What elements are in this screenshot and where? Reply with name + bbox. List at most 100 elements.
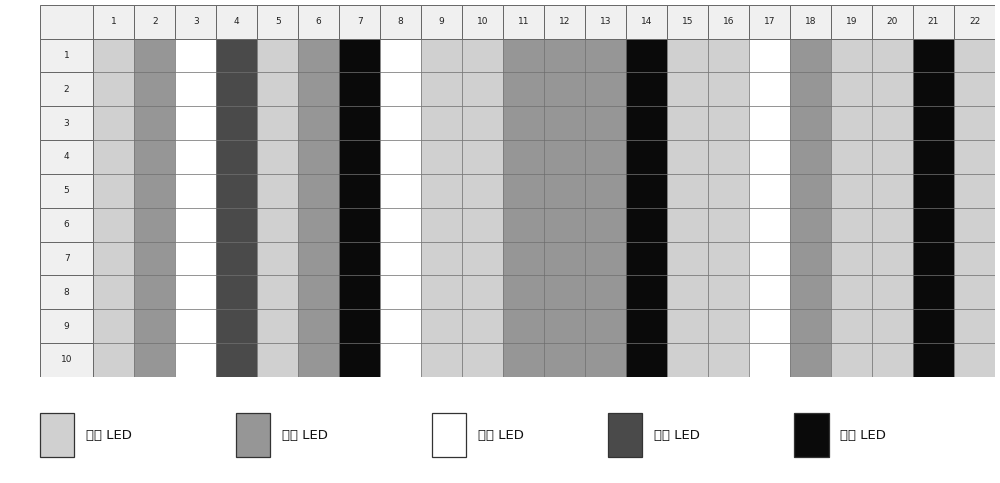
Text: 20: 20	[887, 17, 898, 26]
Text: 22: 22	[969, 17, 980, 26]
Bar	[134, 275, 175, 309]
Bar	[708, 174, 749, 208]
Text: 4: 4	[234, 17, 240, 26]
Bar	[667, 309, 708, 343]
Bar	[954, 140, 995, 174]
Bar	[503, 242, 544, 275]
Bar	[954, 39, 995, 72]
Bar	[503, 343, 544, 377]
Bar	[380, 309, 421, 343]
Bar	[626, 140, 667, 174]
Bar	[626, 39, 667, 72]
Bar	[462, 106, 503, 140]
Bar	[503, 208, 544, 242]
Bar	[667, 140, 708, 174]
Bar	[913, 5, 954, 39]
Bar	[339, 343, 380, 377]
Bar	[626, 174, 667, 208]
Bar	[462, 140, 503, 174]
Bar	[831, 5, 872, 39]
Bar	[257, 39, 298, 72]
Bar	[339, 242, 380, 275]
Bar	[667, 242, 708, 275]
Bar	[749, 72, 790, 106]
Bar	[175, 106, 216, 140]
Bar	[339, 208, 380, 242]
Text: 12: 12	[559, 17, 570, 26]
Bar	[913, 343, 954, 377]
Text: 黄色 LED: 黄色 LED	[840, 429, 886, 441]
Bar	[503, 5, 544, 39]
Bar	[585, 208, 626, 242]
Text: 10: 10	[477, 17, 488, 26]
Bar	[503, 72, 544, 106]
Bar	[40, 174, 93, 208]
Bar	[216, 174, 257, 208]
Bar	[175, 72, 216, 106]
Bar	[462, 242, 503, 275]
Bar	[175, 242, 216, 275]
Bar	[913, 208, 954, 242]
Text: 9: 9	[439, 17, 445, 26]
Bar	[462, 309, 503, 343]
Bar	[872, 242, 913, 275]
Bar	[421, 275, 462, 309]
Bar	[913, 309, 954, 343]
Bar	[257, 208, 298, 242]
Bar	[790, 39, 831, 72]
Bar	[380, 242, 421, 275]
Text: 5: 5	[275, 17, 281, 26]
Bar	[954, 343, 995, 377]
Bar	[380, 72, 421, 106]
Text: 13: 13	[600, 17, 611, 26]
Text: 8: 8	[398, 17, 404, 26]
Bar	[298, 39, 339, 72]
Bar	[626, 309, 667, 343]
Bar	[794, 413, 829, 457]
Bar	[708, 208, 749, 242]
Bar	[216, 39, 257, 72]
Text: 15: 15	[682, 17, 693, 26]
Bar	[913, 106, 954, 140]
Text: 绿色 LED: 绿色 LED	[654, 429, 700, 441]
Bar	[298, 275, 339, 309]
Text: 6: 6	[316, 17, 322, 26]
Bar	[421, 5, 462, 39]
Bar	[216, 275, 257, 309]
Bar	[585, 174, 626, 208]
Bar	[298, 72, 339, 106]
Bar	[134, 174, 175, 208]
Bar	[749, 275, 790, 309]
Bar	[667, 174, 708, 208]
Bar	[544, 106, 585, 140]
Bar	[913, 174, 954, 208]
Bar	[790, 309, 831, 343]
Bar	[954, 309, 995, 343]
Bar	[298, 174, 339, 208]
Bar	[626, 242, 667, 275]
Bar	[175, 5, 216, 39]
Bar	[93, 309, 134, 343]
Bar	[749, 309, 790, 343]
Bar	[544, 208, 585, 242]
Text: 1: 1	[64, 51, 70, 60]
Bar	[462, 5, 503, 39]
Bar	[626, 275, 667, 309]
Bar	[93, 343, 134, 377]
Bar	[503, 174, 544, 208]
Bar	[544, 140, 585, 174]
Bar	[585, 106, 626, 140]
Bar	[421, 174, 462, 208]
Bar	[134, 39, 175, 72]
Bar	[585, 39, 626, 72]
Bar	[749, 39, 790, 72]
Bar	[257, 275, 298, 309]
Bar	[872, 106, 913, 140]
Bar	[462, 39, 503, 72]
Bar	[134, 343, 175, 377]
Bar	[954, 242, 995, 275]
Bar	[954, 5, 995, 39]
Bar	[544, 5, 585, 39]
Bar	[298, 343, 339, 377]
Bar	[216, 242, 257, 275]
